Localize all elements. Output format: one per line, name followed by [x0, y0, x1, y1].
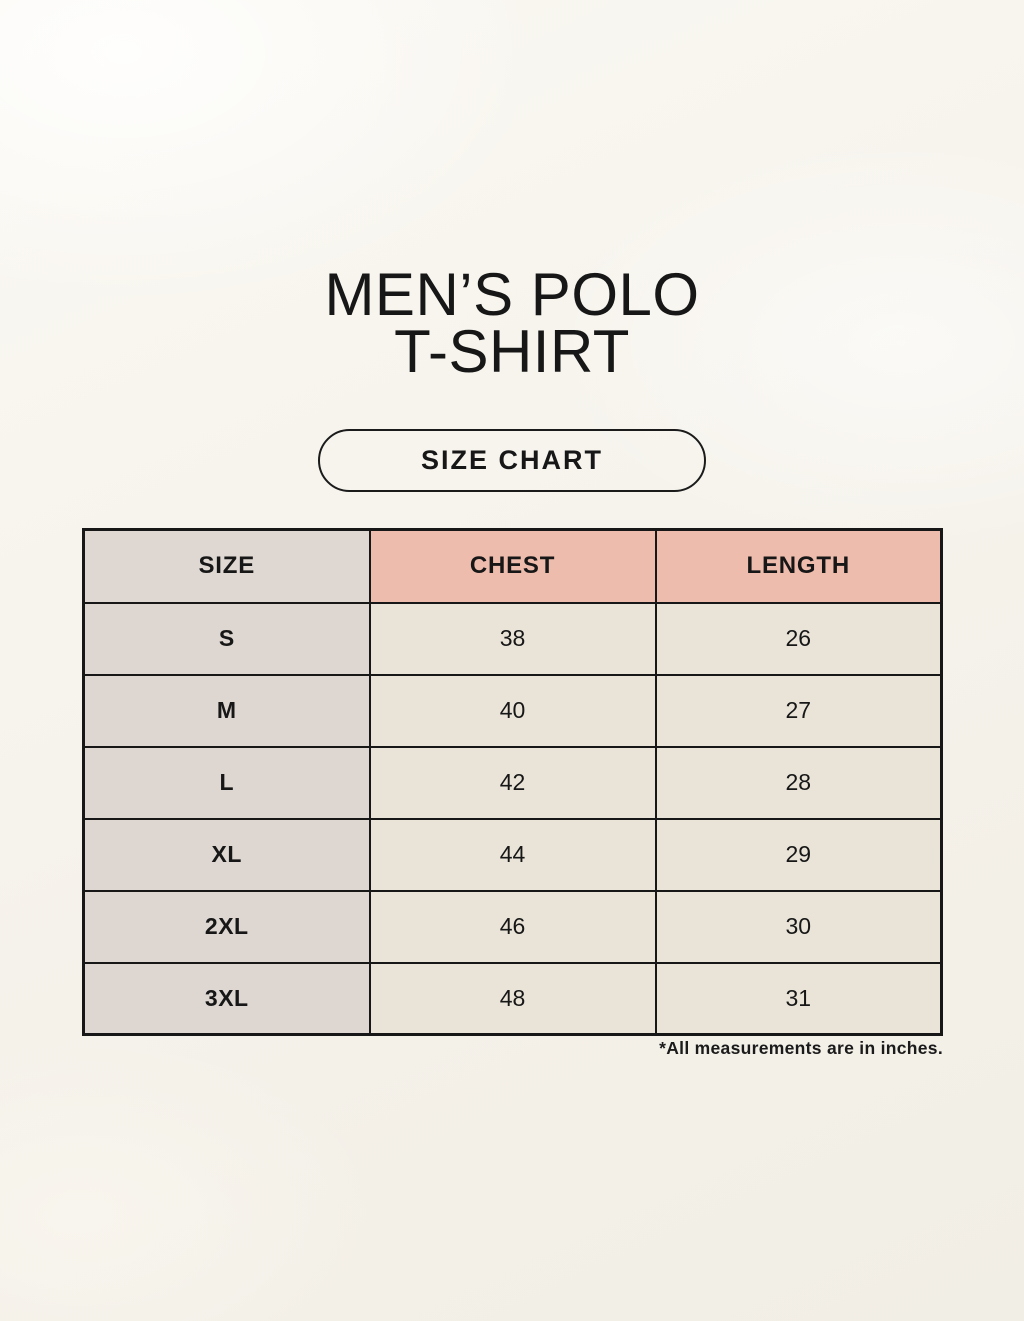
measurements-footnote: *All measurements are in inches.	[659, 1038, 943, 1058]
size-cell: 2XL	[82, 889, 371, 964]
size-cell: S	[82, 601, 371, 676]
page-title-line2: T-SHIRT	[394, 318, 630, 385]
col-header-size: SIZE	[82, 528, 371, 604]
chest-cell: 44	[368, 817, 657, 892]
size-chart-badge: SIZE CHART	[318, 429, 706, 492]
chest-cell: 48	[368, 961, 657, 1036]
table-header-row: SIZE CHEST LENGTH	[82, 528, 943, 604]
table-row: M 40 27	[82, 673, 943, 748]
size-chart-table: SIZE CHEST LENGTH S 38 26 M 40 27 L 42 2…	[82, 528, 943, 1036]
length-cell: 30	[654, 889, 943, 964]
size-cell: L	[82, 745, 371, 820]
chest-cell: 38	[368, 601, 657, 676]
page-title: MEN’S POLO T-SHIRT	[0, 261, 1024, 385]
length-cell: 27	[654, 673, 943, 748]
size-cell: XL	[82, 817, 371, 892]
page-title-line1: MEN’S POLO	[324, 261, 700, 328]
length-cell: 29	[654, 817, 943, 892]
col-header-chest: CHEST	[368, 528, 657, 604]
size-cell: M	[82, 673, 371, 748]
table-row: 2XL 46 30	[82, 889, 943, 964]
chest-cell: 42	[368, 745, 657, 820]
table-row: 3XL 48 31	[82, 961, 943, 1036]
table-row: S 38 26	[82, 601, 943, 676]
chest-cell: 40	[368, 673, 657, 748]
size-chart-badge-label: SIZE CHART	[421, 445, 603, 475]
col-header-length: LENGTH	[654, 528, 943, 604]
table-row: L 42 28	[82, 745, 943, 820]
table-row: XL 44 29	[82, 817, 943, 892]
length-cell: 28	[654, 745, 943, 820]
length-cell: 26	[654, 601, 943, 676]
size-cell: 3XL	[82, 961, 371, 1036]
length-cell: 31	[654, 961, 943, 1036]
chest-cell: 46	[368, 889, 657, 964]
